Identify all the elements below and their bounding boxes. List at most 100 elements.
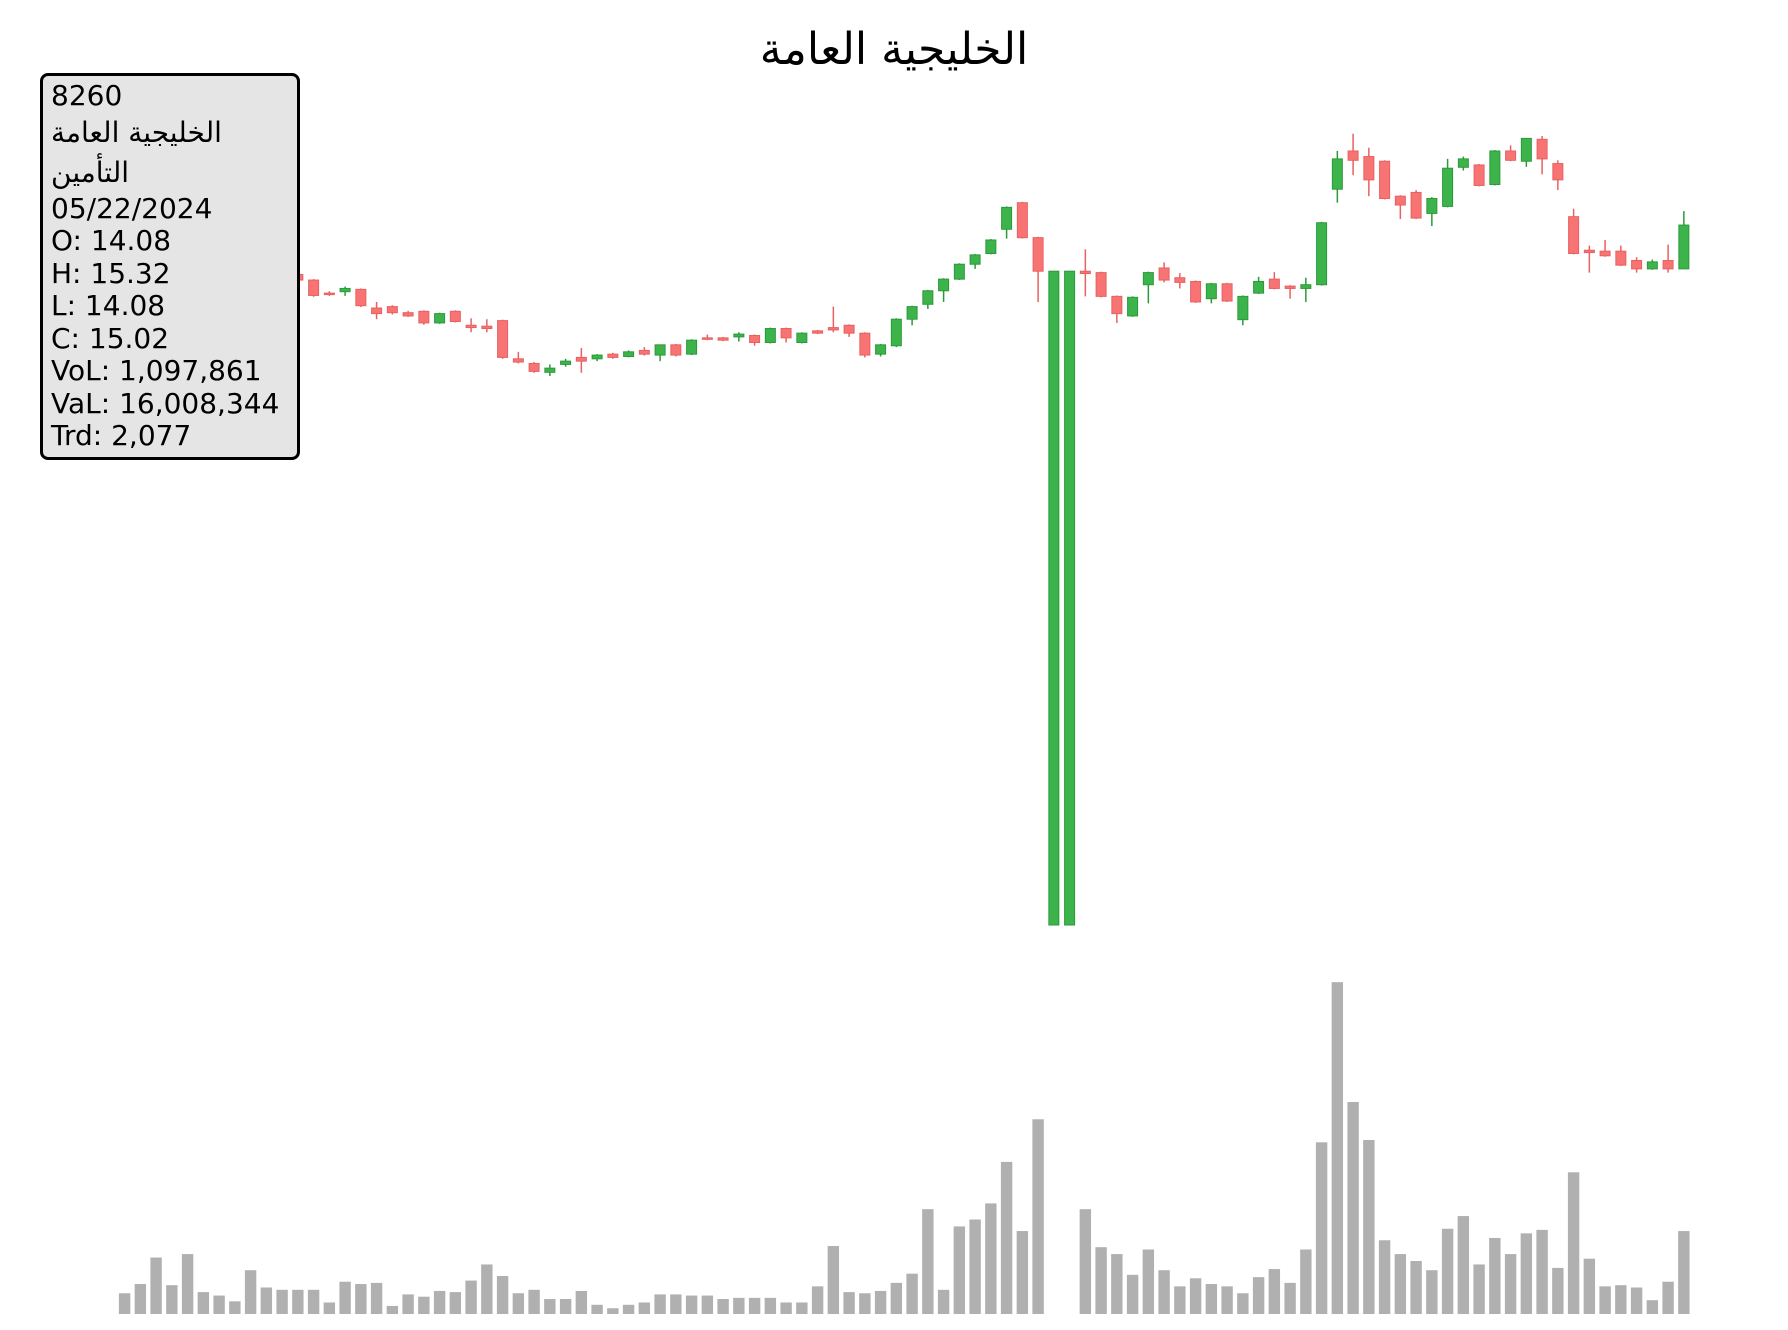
candle-body (1426, 198, 1438, 214)
candle-body (308, 279, 320, 296)
candle-body (1253, 280, 1265, 294)
volume-bar (1237, 1293, 1249, 1314)
volume-bar (402, 1294, 414, 1314)
candle-body (701, 337, 713, 340)
volume-bar (859, 1293, 871, 1314)
candle-body (355, 288, 367, 307)
candle-body (749, 335, 761, 344)
volume-bar (339, 1281, 351, 1314)
candle-body (922, 290, 934, 305)
candle-body (1237, 295, 1249, 321)
volume-bar (811, 1286, 824, 1314)
volume-bar (906, 1273, 918, 1314)
candle-body (1079, 270, 1091, 275)
candle-body (1363, 156, 1375, 181)
volume-bar (118, 1293, 131, 1314)
volume-bar (181, 1254, 194, 1314)
volume-bar (1394, 1254, 1407, 1314)
volume-bar (1347, 1101, 1359, 1314)
candle-body (497, 320, 509, 358)
volume-bar (764, 1297, 777, 1314)
candle-body (1442, 167, 1454, 207)
volume-bar (1615, 1285, 1627, 1314)
volume-bar (622, 1304, 635, 1314)
candle-body (1662, 259, 1674, 270)
candle-body (1221, 283, 1233, 302)
candle-body (906, 306, 918, 320)
candle-body (859, 332, 871, 356)
info-line: VoL: 1,097,861 (51, 354, 262, 387)
volume-bar (355, 1284, 367, 1314)
volume-bar (166, 1285, 178, 1314)
volume-bar (1489, 1237, 1501, 1314)
candle-body (528, 362, 540, 372)
volume-bar (717, 1299, 729, 1314)
volume-bar (1552, 1267, 1564, 1314)
volume-bar (1410, 1260, 1422, 1314)
candle-body (339, 287, 351, 293)
candle-body (938, 278, 950, 292)
volume-bar (638, 1302, 651, 1314)
candle-body (1536, 138, 1548, 160)
candle-body (717, 337, 729, 341)
volume-bar (512, 1293, 525, 1314)
volume-bar (1441, 1228, 1454, 1314)
volume-bar (1536, 1229, 1548, 1314)
chart-title: الخليجية العامة (760, 24, 1029, 75)
candle-body (1284, 285, 1296, 289)
volume-bar (654, 1294, 666, 1314)
info-line: L: 14.08 (51, 289, 166, 322)
volume-bar (292, 1289, 304, 1314)
candle-body (544, 367, 556, 373)
candle-body (1489, 150, 1501, 186)
volume-bar (1363, 1140, 1375, 1314)
candle-body (638, 349, 650, 355)
candle-body (1111, 295, 1123, 315)
volume-bar (1189, 1278, 1202, 1314)
volume-bar (1079, 1209, 1092, 1314)
candle-body (1300, 284, 1312, 289)
candle-body (591, 354, 603, 360)
volume-bar (197, 1292, 210, 1314)
volume-bar (1126, 1274, 1139, 1314)
volume-bar (370, 1282, 383, 1314)
volume-bar (780, 1302, 792, 1314)
volume-bar (607, 1308, 619, 1314)
candle-body (607, 353, 619, 358)
volume-bar (276, 1289, 288, 1314)
volume-bar (1457, 1216, 1470, 1314)
candle-body (1127, 296, 1139, 317)
candle-body (1473, 164, 1485, 186)
volume-bar (953, 1226, 966, 1314)
volume-bar (528, 1289, 540, 1314)
volume-bar (733, 1297, 745, 1314)
candle-body (733, 333, 745, 338)
candle-body (827, 327, 839, 331)
volume-bar (307, 1289, 320, 1314)
volume-bar (229, 1301, 241, 1314)
volume-bar (1504, 1254, 1517, 1314)
volume-bar (260, 1287, 273, 1314)
volume-bar (544, 1299, 556, 1314)
volume-bar (591, 1304, 603, 1314)
volume-bar (1000, 1161, 1013, 1314)
candle-body (1631, 259, 1643, 270)
candle-body (1520, 137, 1532, 162)
volume-bar (985, 1203, 997, 1314)
candle-body (1457, 158, 1469, 168)
candle-body (1552, 163, 1564, 181)
volume-bar (150, 1257, 162, 1314)
candle-body (1615, 250, 1627, 266)
candle-body (1001, 206, 1013, 230)
volume-bar (1095, 1247, 1107, 1314)
candle-body (1142, 272, 1154, 286)
candle-body (780, 328, 792, 339)
candle-body (1174, 277, 1186, 283)
volume-bar (1252, 1277, 1265, 1314)
candle-body (654, 344, 666, 356)
candle-body (481, 325, 493, 330)
candle-body (560, 360, 572, 365)
volume-bar (465, 1280, 477, 1314)
volume-bar (418, 1296, 430, 1314)
